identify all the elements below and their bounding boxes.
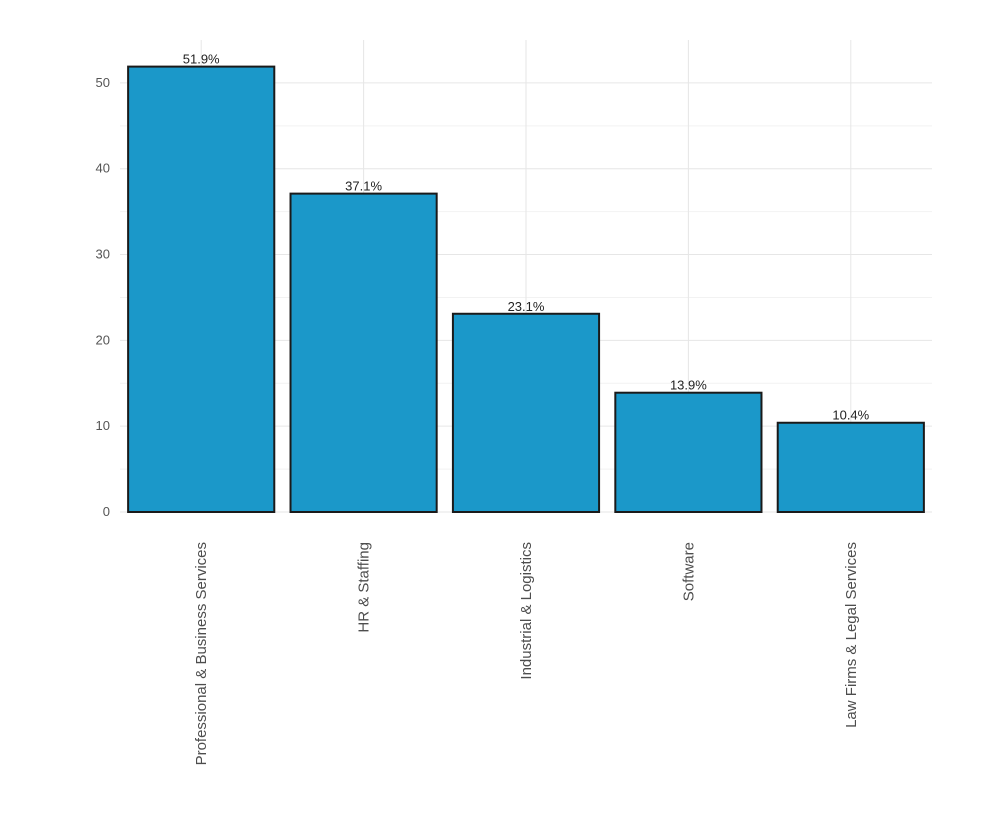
bar: [776, 421, 925, 513]
data-label: 37.1%: [345, 179, 382, 194]
bar: [289, 192, 438, 514]
data-labels: 51.9% 37.1% 23.1% 13.9% 10.4%: [183, 52, 870, 423]
x-tick-label: HR & Staffing: [356, 542, 373, 633]
data-label: 13.9%: [670, 378, 707, 393]
data-label: 51.9%: [183, 52, 220, 67]
bar: [127, 65, 276, 513]
y-tick-label: 40: [96, 161, 110, 176]
x-tick-label: Professional & Business Services: [193, 542, 210, 765]
y-tick-label: 10: [96, 418, 110, 433]
bar: [451, 312, 601, 514]
x-tick-label: Law Firms & Legal Services: [843, 542, 860, 728]
data-label: 10.4%: [832, 408, 869, 423]
data-label: 23.1%: [508, 299, 545, 314]
bar: [614, 391, 763, 514]
bars: [127, 65, 925, 514]
y-tick-label: 50: [96, 75, 110, 90]
y-axis: 0 10 20 30 40 50: [96, 75, 110, 519]
x-tick-label: Software: [680, 542, 697, 601]
x-axis: Professional & Business Services HR & Sta…: [193, 542, 860, 765]
y-tick-label: 0: [103, 504, 110, 519]
y-tick-label: 20: [96, 332, 110, 347]
x-tick-label: Industrial & Logistics: [518, 542, 535, 680]
y-tick-label: 30: [96, 247, 110, 262]
